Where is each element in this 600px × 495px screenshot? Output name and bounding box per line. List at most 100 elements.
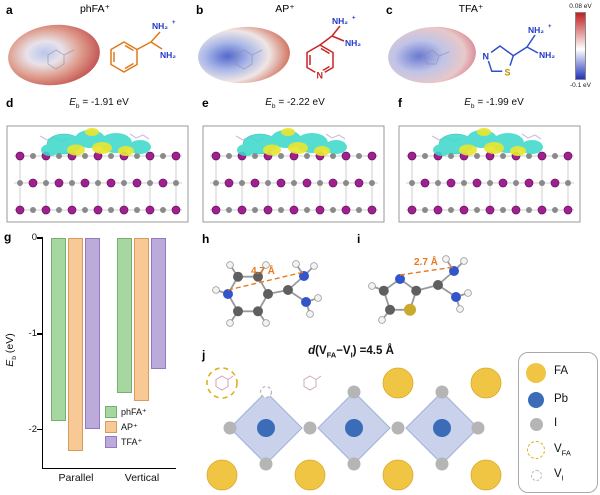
distance-dashed-line [227,271,305,291]
panel-e: e Eb = -2.22 eV [198,96,392,228]
eb-symbol: E [265,97,272,108]
charge-density-structure-phfa [6,125,189,223]
panel-f: f Eb = -1.99 eV [394,96,594,228]
plus-charge-label: + [172,20,176,26]
fa-vacancy-icon [527,440,545,459]
eb-symbol: E [464,97,471,108]
eb-symbol: E [69,97,76,108]
charge-density-structure-tfa [398,125,581,223]
charge-density-structure-ap [202,125,385,223]
panel-b: b AP⁺ N NH₂ + NH₂ [192,2,378,94]
atoms [368,255,472,324]
esp-inner-molecule [235,49,263,70]
faint-molecule-in-vacancy [215,375,234,391]
panel-letter-e: e [202,96,209,110]
tfa-skeletal-structure [485,34,539,73]
legend-label: I [554,417,558,430]
binding-energy-label: Eb = -1.99 eV [394,97,594,110]
legend-series-label: TFA⁺ [121,436,143,447]
legend-swatch [105,406,117,418]
y-tick-label: -1 [28,327,37,339]
legend-item-vfa: VFA [525,440,591,459]
legend-item-vi: VI [525,468,591,482]
structure-legend: FA Pb I VFA VI [518,352,598,493]
eb-subscript: b [271,103,276,110]
legend-series-label: AP⁺ [121,421,138,432]
panel-letter-g: g [4,230,12,244]
vacancy-distance-title: d(VFA−VI) =4.5 Å [308,345,394,360]
ring-sulfur-label: S [505,68,511,78]
ring-nitrogen-label: N [483,52,490,62]
bar-AP⁺-Parallel [68,238,83,451]
distance-label: 2.7 Å [414,255,438,268]
y-tick-label: 0 [31,232,37,243]
chart-legend: phFA⁺ AP⁺ TFA⁺ [105,406,147,451]
legend-item-pb: Pb [525,391,591,408]
bar-TFA⁺-Vertical [151,238,166,370]
y-axis-label: Eb (eV) [4,333,19,367]
eb-subscript: b [470,103,475,110]
esp-map-phfa: NH₂ + NH₂ [8,20,176,86]
eb-value: = -1.91 eV [79,97,129,108]
panel-letter-j: j [202,348,206,362]
panel-i: i 2.7 Å [352,230,502,345]
panel-letter-d: d [6,96,14,110]
panel-letter-c: c [386,3,393,17]
y-tick-label: -2 [28,423,37,435]
plus-charge-label: + [548,24,552,30]
distance-dashed-line [399,266,455,276]
molecule-title-phfa: phFA⁺ [79,3,111,15]
fa-cations [206,367,502,491]
molecule-title-tfa: TFA⁺ [458,3,484,15]
y-tick-mark [37,237,43,239]
atoms [212,260,322,327]
legend-label: VFA [554,442,571,457]
colorbar-gradient [575,12,586,80]
legend-series-label: phFA⁺ [121,406,147,417]
panel-d: d Eb = -1.91 eV [2,96,196,228]
perovskite-schematic [206,367,502,491]
legend-swatch [105,436,117,448]
eb-value: = -2.22 eV [275,97,325,108]
ring-n-halo [314,69,326,81]
bar-phFA⁺-Parallel [51,238,66,422]
x-category-label: Vertical [124,472,160,484]
molecule-title-ap: AP⁺ [275,3,295,15]
ring-nitrogen-label: N [317,71,324,81]
panel-j: j d(VFA−VI) =4.5 Å [196,345,516,495]
colorbar: 0.08 eV -0.1 eV [562,3,599,95]
esp-blob [8,24,100,86]
phfa-skeletal-structure [110,31,163,73]
bar-phFA⁺-Vertical [117,238,132,394]
nh2-label-top: NH₂ [528,25,544,35]
esp-inner-molecule [47,49,75,70]
fa-vacancy-dashed-circle [206,367,238,399]
eb-value: = -1.99 eV [474,97,524,108]
ap-skeletal-structure [306,25,345,76]
panel-g-bar-chart: g Eb (eV) 0 -1 -2 Parallel Vertical phFA⁺ AP⁺ T… [0,228,190,495]
iodine-icon [529,417,543,431]
ring-s-halo [502,65,515,78]
panel-letter-b: b [196,3,204,17]
panel-a: a phFA⁺ NH₂ + NH₂ [2,2,188,94]
legend-label: FA [554,365,569,378]
ap-molecule-3d: 4.7 Å [212,260,322,327]
bar-AP⁺-Vertical [134,238,149,401]
panel-letter-h: h [202,232,210,246]
nh2-label-top: NH₂ [152,21,168,31]
pb-icon [528,391,544,408]
legend-item-fa: FA [525,362,591,383]
nh2-label-bottom: NH₂ [345,38,361,48]
iodine-atoms [223,385,485,471]
panel-letter-a: a [6,3,13,17]
panel-letter-f: f [398,96,402,110]
ring-n-halo [481,50,493,62]
bar-TFA⁺-Parallel [85,238,100,429]
binding-energy-label: Eb = -2.22 eV [198,97,392,110]
faint-molecule-adsorbed [303,375,322,391]
legend-label: Pb [554,392,569,405]
esp-blob [198,26,290,84]
esp-map-ap: N NH₂ + NH₂ [198,16,361,84]
y-tick-mark [37,428,43,431]
legend-label: VI [554,468,564,483]
